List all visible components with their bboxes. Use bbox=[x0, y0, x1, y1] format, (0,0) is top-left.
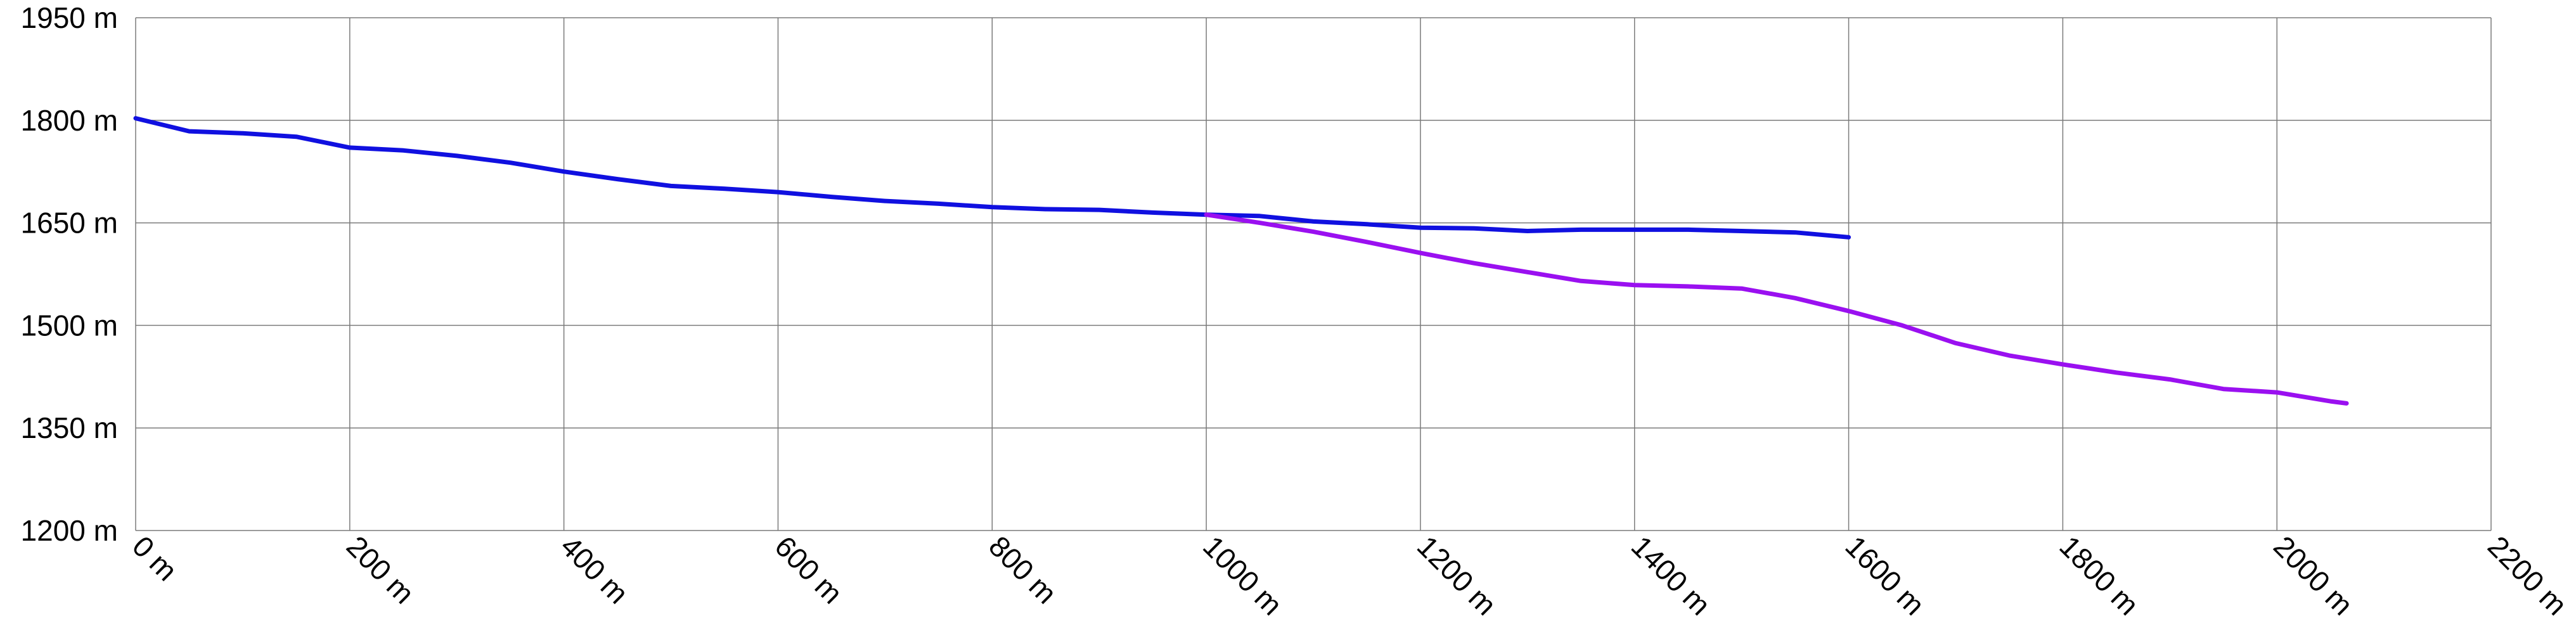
x-tick-label: 200 m bbox=[340, 529, 421, 610]
x-tick-label: 1000 m bbox=[1197, 529, 1289, 621]
series-lines bbox=[133, 116, 2349, 406]
y-tick-label: 1200 m bbox=[21, 514, 118, 547]
x-tick-label: 600 m bbox=[768, 529, 849, 610]
y-tick-label: 1950 m bbox=[21, 1, 118, 34]
x-axis-labels: 0 m 200 m 400 m 600 m 800 m 1000 m 1200 m 1400 … bbox=[126, 529, 2573, 621]
x-tick-label: 2200 m bbox=[2482, 529, 2573, 621]
elevation-series-line-1 bbox=[133, 116, 1851, 240]
x-tick-label: 800 m bbox=[982, 529, 1063, 610]
x-tick-label: 1800 m bbox=[2053, 529, 2145, 621]
x-tick-label: 400 m bbox=[555, 529, 635, 610]
y-tick-label: 1650 m bbox=[21, 207, 118, 240]
x-tick-label: 0 m bbox=[126, 529, 184, 587]
grid bbox=[135, 17, 2492, 531]
y-tick-label: 1800 m bbox=[21, 104, 118, 137]
y-tick-label: 1350 m bbox=[21, 411, 118, 444]
x-tick-label: 1400 m bbox=[1625, 529, 1717, 621]
y-tick-label: 1500 m bbox=[21, 309, 118, 342]
y-axis-labels: 1200 m 1350 m 1500 m 1650 m 1800 m 1950 m bbox=[21, 1, 118, 547]
elevation-series-line-2 bbox=[1204, 212, 2349, 406]
x-tick-label: 1600 m bbox=[1839, 529, 1931, 621]
x-tick-label: 2000 m bbox=[2267, 529, 2359, 621]
x-tick-label: 1200 m bbox=[1411, 529, 1503, 621]
